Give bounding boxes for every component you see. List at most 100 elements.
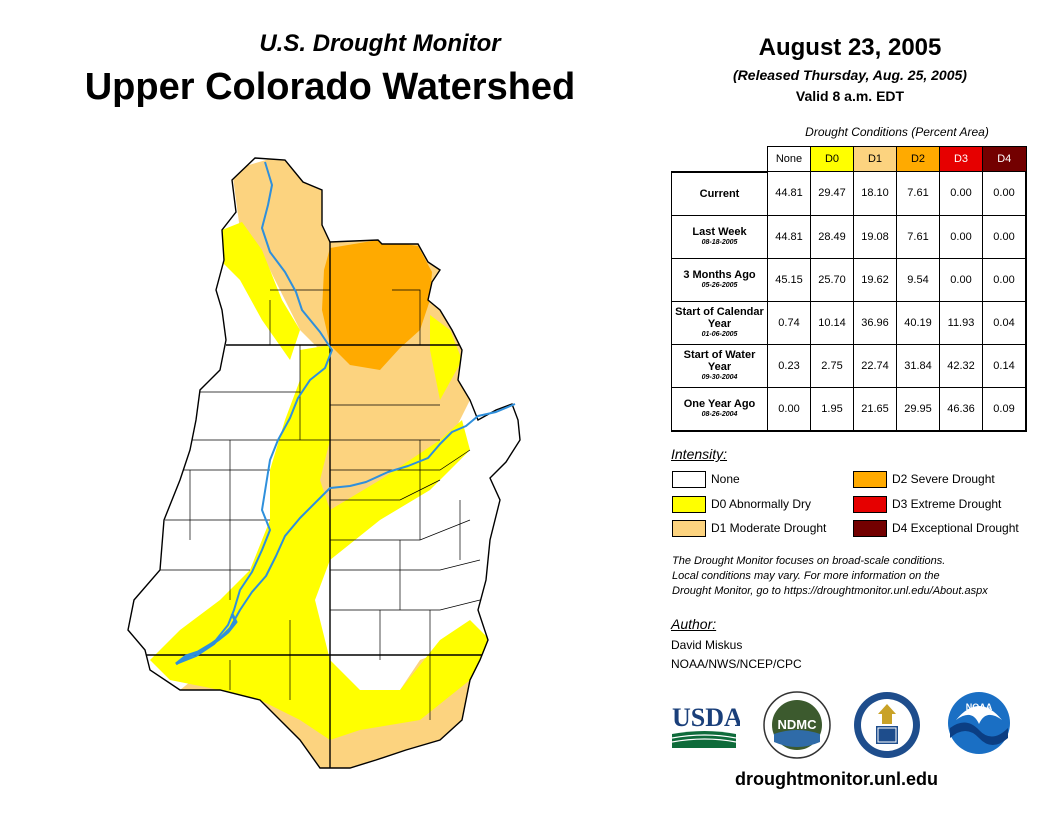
commerce-seal xyxy=(854,692,920,758)
table-row: One Year Ago 08-26-2004 0.00 1.95 21.65 2… xyxy=(671,386,1027,432)
table-cell: 0.09 xyxy=(982,386,1027,432)
table-cell: 11.93 xyxy=(939,300,983,345)
table-header-row: None D0 D1 D2 D3 D4 xyxy=(671,146,1027,173)
map-title: Upper Colorado Watershed xyxy=(84,66,576,108)
table-row: Current 44.81 29.47 18.10 7.61 0.00 0.00 xyxy=(671,171,1027,216)
table-cell: 22.74 xyxy=(853,343,897,388)
colorado-river xyxy=(175,403,516,665)
map-date: August 23, 2005 xyxy=(758,34,942,61)
table-cell: 0.00 xyxy=(982,171,1027,216)
row-label: Start of Water Year 09-30-2004 xyxy=(671,343,768,388)
rivers xyxy=(175,161,516,666)
table-cell: 0.00 xyxy=(982,257,1027,302)
legend-label-d4: D4 Exceptional Drought xyxy=(892,521,1019,535)
website-link[interactable]: droughtmonitor.unl.edu xyxy=(735,769,938,789)
table-cell: 40.19 xyxy=(896,300,940,345)
column-header-d2: D2 xyxy=(896,146,940,172)
row-label: Last Week 08-18-2005 xyxy=(671,214,768,259)
table-cell: 0.00 xyxy=(767,386,811,432)
noaa-logo: NOAA xyxy=(948,692,1010,754)
table-cell: 19.62 xyxy=(853,257,897,302)
row-date: 09-30-2004 xyxy=(701,374,738,381)
lake-powell xyxy=(175,613,238,666)
table-cell: 0.00 xyxy=(939,214,983,259)
table-cell: 7.61 xyxy=(896,171,940,216)
legend-swatch-d2 xyxy=(853,471,887,488)
green-river xyxy=(181,161,333,661)
table-cell: 44.81 xyxy=(767,214,811,259)
table-cell: 7.61 xyxy=(896,214,940,259)
note-line: Drought Monitor, go to https://droughtmo… xyxy=(672,585,988,597)
table-row: Start of Calendar Year 01-06-2005 0.74 10… xyxy=(671,300,1027,345)
ndmc-text: NDMC xyxy=(778,717,818,732)
row-label: One Year Ago 08-26-2004 xyxy=(671,386,768,432)
column-header-d0: D0 xyxy=(810,146,854,172)
row-date: 01-06-2005 xyxy=(701,331,738,338)
drought-monitor-note: The Drought Monitor focuses on broad-sca… xyxy=(672,554,1052,599)
table-cell: 0.00 xyxy=(982,214,1027,259)
table-row: 3 Months Ago 05-26-2005 45.15 25.70 19.62… xyxy=(671,257,1027,302)
table-cell: 25.70 xyxy=(810,257,854,302)
release-date: (Released Thursday, Aug. 25, 2005) xyxy=(733,67,967,83)
table-row: Last Week 08-18-2005 44.81 28.49 19.08 7.… xyxy=(671,214,1027,259)
row-date: 05-26-2005 xyxy=(701,282,738,289)
table-cell: 2.75 xyxy=(810,343,854,388)
table-cell: 42.32 xyxy=(939,343,983,388)
legend-label-d3: D3 Extreme Drought xyxy=(892,497,1002,511)
column-header-d3: D3 xyxy=(939,146,983,172)
author-title: Author: xyxy=(671,616,717,632)
table-row: Start of Water Year 09-30-2004 0.23 2.75 … xyxy=(671,343,1027,388)
row-label: Start of Calendar Year 01-06-2005 xyxy=(671,300,768,345)
column-header-d1: D1 xyxy=(853,146,897,172)
table-cell: 18.10 xyxy=(853,171,897,216)
column-header-d4: D4 xyxy=(982,146,1027,172)
legend-label-none: None xyxy=(711,472,740,486)
author-org: NOAA/NWS/NCEP/CPC xyxy=(671,657,802,671)
table-cell: 36.96 xyxy=(853,300,897,345)
d0-region-main xyxy=(150,345,490,740)
note-line: Local conditions may vary. For more info… xyxy=(672,570,940,582)
table-cell: 19.08 xyxy=(853,214,897,259)
legend-title: Intensity: xyxy=(671,446,728,462)
table-cell: 0.14 xyxy=(982,343,1027,388)
table-cell: 0.23 xyxy=(767,343,811,388)
row-label: 3 Months Ago 05-26-2005 xyxy=(671,257,768,302)
note-line: The Drought Monitor focuses on broad-sca… xyxy=(672,555,946,567)
legend-label-d0: D0 Abnormally Dry xyxy=(711,497,812,511)
table-cell: 0.74 xyxy=(767,300,811,345)
author-name: David Miskus xyxy=(671,638,743,652)
valid-time: Valid 8 a.m. EDT xyxy=(795,88,905,104)
table-cell: 28.49 xyxy=(810,214,854,259)
legend-swatch-d4 xyxy=(853,520,887,537)
table-cell: 29.47 xyxy=(810,171,854,216)
basin-outline xyxy=(127,157,521,769)
table-cell: 29.95 xyxy=(896,386,940,432)
usda-text: USDA xyxy=(672,703,740,732)
legend-swatch-d1 xyxy=(672,520,706,537)
table-cell: 9.54 xyxy=(896,257,940,302)
drought-map xyxy=(127,157,521,769)
row-date: 08-26-2004 xyxy=(701,411,738,418)
table-cell: 21.65 xyxy=(853,386,897,432)
drought-conditions-table: None D0 D1 D2 D3 D4 Current 44.81 29.47 … xyxy=(671,146,1027,432)
table-cell: 10.14 xyxy=(810,300,854,345)
table-cell: 1.95 xyxy=(810,386,854,432)
table-cell: 46.36 xyxy=(939,386,983,432)
legend-label-d2: D2 Severe Drought xyxy=(892,472,995,486)
ndmc-logo: NDMC xyxy=(763,691,831,759)
noaa-text: NOAA xyxy=(966,702,993,712)
table-cell: 0.00 xyxy=(939,257,983,302)
d0-region-northwest xyxy=(220,222,300,360)
d0-region-east xyxy=(430,315,462,400)
table-cell: 45.15 xyxy=(767,257,811,302)
table-header-blank xyxy=(671,146,768,173)
table-cell: 44.81 xyxy=(767,171,811,216)
table-cell: 0.00 xyxy=(939,171,983,216)
column-header-none: None xyxy=(767,146,811,172)
legend-label-d1: D1 Moderate Drought xyxy=(711,521,827,535)
legend-swatch-none xyxy=(672,471,706,488)
row-label: Current xyxy=(671,171,768,216)
table-title: Drought Conditions (Percent Area) xyxy=(805,125,989,139)
row-date: 08-18-2005 xyxy=(701,239,738,246)
map-subtitle: U.S. Drought Monitor xyxy=(259,30,501,57)
